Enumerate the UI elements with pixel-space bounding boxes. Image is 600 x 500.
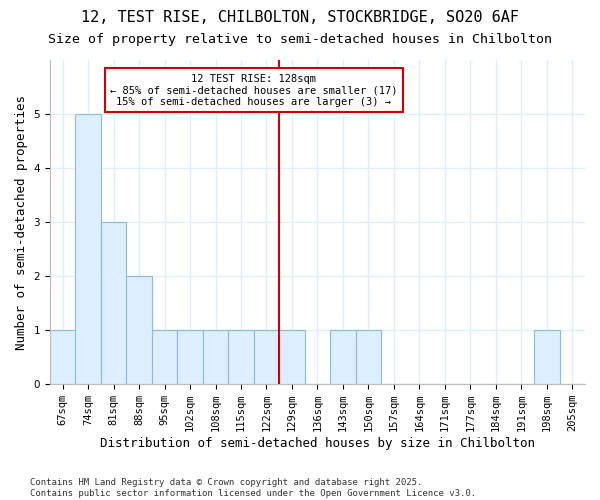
Text: Contains HM Land Registry data © Crown copyright and database right 2025.
Contai: Contains HM Land Registry data © Crown c… xyxy=(30,478,476,498)
X-axis label: Distribution of semi-detached houses by size in Chilbolton: Distribution of semi-detached houses by … xyxy=(100,437,535,450)
Text: 12, TEST RISE, CHILBOLTON, STOCKBRIDGE, SO20 6AF: 12, TEST RISE, CHILBOLTON, STOCKBRIDGE, … xyxy=(81,10,519,25)
Bar xyxy=(101,222,127,384)
Text: 12 TEST RISE: 128sqm
← 85% of semi-detached houses are smaller (17)
15% of semi-: 12 TEST RISE: 128sqm ← 85% of semi-detac… xyxy=(110,74,397,106)
Bar xyxy=(228,330,254,384)
Bar xyxy=(50,330,76,384)
Bar xyxy=(279,330,305,384)
Bar xyxy=(534,330,560,384)
Bar xyxy=(152,330,178,384)
Bar xyxy=(127,276,152,384)
Bar xyxy=(356,330,381,384)
Text: Size of property relative to semi-detached houses in Chilbolton: Size of property relative to semi-detach… xyxy=(48,32,552,46)
Bar xyxy=(330,330,356,384)
Y-axis label: Number of semi-detached properties: Number of semi-detached properties xyxy=(15,94,28,350)
Bar xyxy=(178,330,203,384)
Bar xyxy=(76,114,101,384)
Bar xyxy=(203,330,228,384)
Bar xyxy=(254,330,279,384)
